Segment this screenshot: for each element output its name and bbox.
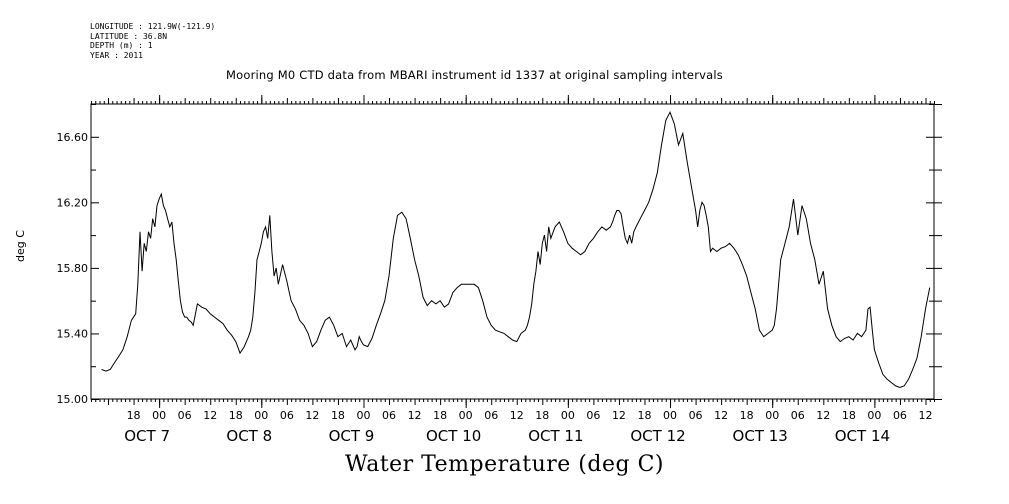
x-hour-tick-label: 00 — [459, 409, 473, 422]
x-hour-tick-label: 00 — [867, 409, 881, 422]
x-day-label: OCT 8 — [226, 427, 272, 445]
x-hour-tick-label: 18 — [127, 409, 141, 422]
x-hour-tick-label: 06 — [689, 409, 703, 422]
x-hour-tick-label: 00 — [152, 409, 166, 422]
plot-frame — [90, 103, 935, 400]
metadata-block: LONGITUDE : 121.9W(-121.9) LATITUDE : 36… — [90, 22, 215, 60]
x-hour-tick-label: 12 — [714, 409, 728, 422]
y-tick-label: 15.00 — [57, 393, 89, 406]
x-hour-tick-label: 00 — [561, 409, 575, 422]
x-hour-tick-label: 18 — [229, 409, 243, 422]
x-hour-tick-label: 06 — [178, 409, 192, 422]
x-hour-tick-label: 06 — [484, 409, 498, 422]
latitude-text: LATITUDE : 36.8N — [90, 31, 168, 41]
x-hour-tick-label: 12 — [816, 409, 830, 422]
x-axis-title: Water Temperature (deg C) — [345, 452, 664, 477]
x-day-label: OCT 9 — [329, 427, 375, 445]
x-hour-tick-label: 00 — [356, 409, 370, 422]
x-hour-tick-label: 18 — [331, 409, 345, 422]
axes-group: 18 00 06 12 18 00 06 12 18 00 06 12 18 00 06 12 18 00 06 12… — [57, 95, 942, 445]
y-tick-label: 15.40 — [57, 327, 89, 340]
x-hour-tick-label: 00 — [765, 409, 779, 422]
x-hour-tick-label: 12 — [305, 409, 319, 422]
x-hour-tick-label: 12 — [918, 409, 932, 422]
x-day-label: OCT 13 — [733, 427, 788, 445]
y-tick-label: 16.60 — [57, 131, 89, 144]
chart-title: Mooring M0 CTD data from MBARI instrumen… — [226, 68, 723, 82]
x-hour-tick-label: 12 — [510, 409, 524, 422]
x-hour-tick-label: 12 — [408, 409, 422, 422]
longitude-text: LONGITUDE : 121.9W(-121.9) — [90, 22, 216, 31]
x-hour-tick-label: 12 — [203, 409, 217, 422]
x-hour-tick-label: 18 — [433, 409, 447, 422]
x-hour-tick-label: 06 — [791, 409, 805, 422]
x-hour-tick-label: 06 — [382, 409, 396, 422]
x-hour-tick-label: 18 — [637, 409, 651, 422]
year-text: YEAR : 2011 — [90, 50, 143, 60]
y-tick-label: 15.80 — [57, 262, 89, 275]
x-hour-tick-label: 18 — [535, 409, 549, 422]
x-day-label: OCT 10 — [426, 427, 481, 445]
y-tick-label: 16.20 — [57, 196, 89, 209]
x-hour-tick-label: 06 — [586, 409, 600, 422]
x-hour-tick-label: 06 — [280, 409, 294, 422]
x-hour-tick-label: 12 — [612, 409, 626, 422]
x-day-label: OCT 12 — [630, 427, 685, 445]
temperature-line — [101, 110, 931, 389]
x-hour-tick-label: 18 — [740, 409, 754, 422]
x-day-label: OCT 14 — [835, 427, 890, 445]
x-hour-tick-label: 00 — [663, 409, 677, 422]
x-hour-tick-label: 06 — [893, 409, 907, 422]
x-day-label: OCT 11 — [528, 427, 583, 445]
depth-text: DEPTH (m) : 1 — [90, 41, 153, 50]
x-hour-tick-label: 18 — [842, 409, 856, 422]
x-hour-tick-label: 00 — [254, 409, 268, 422]
x-day-label: OCT 7 — [124, 427, 170, 445]
